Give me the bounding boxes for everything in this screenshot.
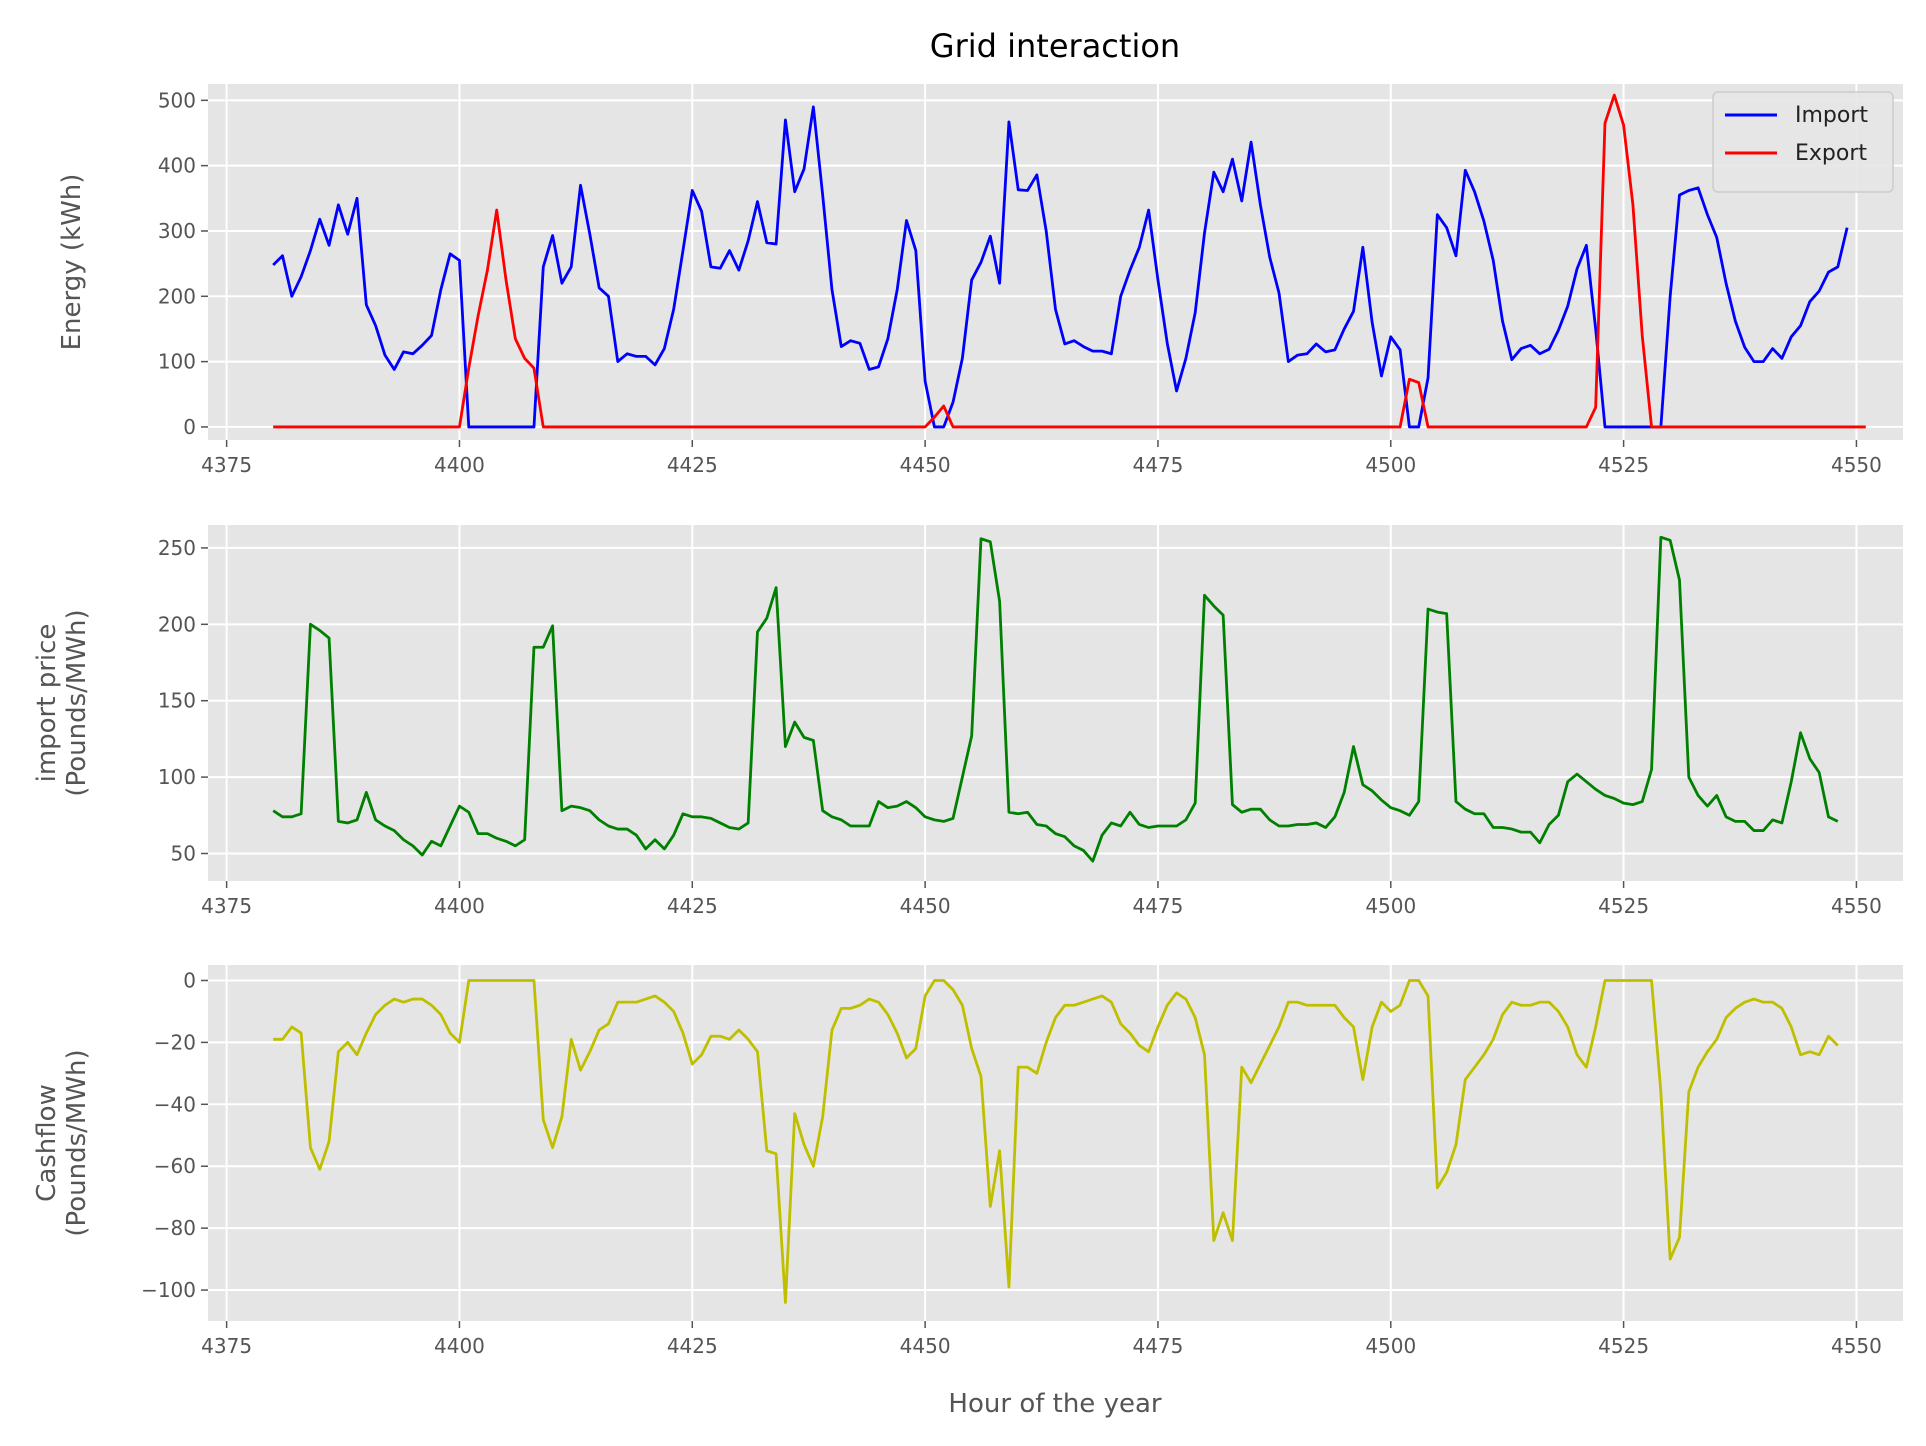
y-axis-label: Energy (kWh) <box>57 174 87 351</box>
y-tick-label: −60 <box>154 1154 196 1178</box>
figure-title: Grid interaction <box>930 27 1180 65</box>
y-tick-label: 100 <box>158 350 196 374</box>
x-tick-label: 4525 <box>1598 1334 1649 1358</box>
y-axis-label-line: Cashflow <box>32 1084 62 1202</box>
y-tick-label: −80 <box>154 1216 196 1240</box>
x-axis-label: Hour of the year <box>948 1389 1161 1419</box>
x-tick-label: 4425 <box>667 453 718 477</box>
series-line-import <box>272 105 1849 429</box>
x-tick-label: 4400 <box>434 1334 485 1358</box>
x-tick-label: 4550 <box>1831 453 1882 477</box>
series-line-panel-2 <box>273 979 1839 1304</box>
panel-cashflow: 4375 4400 4425 4450 4475 4500 4525 4550 0 −20 −40 −… <box>32 965 1903 1358</box>
series-line-export <box>273 93 1866 429</box>
series-line-panel-1 <box>272 535 1839 863</box>
x-tick-label: 4450 <box>900 894 951 918</box>
y-axis-label-line: Energy (kWh) <box>57 174 87 351</box>
y-tick-label: 200 <box>158 284 196 308</box>
y-tick-label: 0 <box>183 415 196 439</box>
y-tick-label: 0 <box>183 968 196 992</box>
x-tick-label: 4375 <box>201 894 252 918</box>
y-axis-label: Cashflow(Pounds/MWh) <box>32 1049 92 1236</box>
x-tick-label: 4400 <box>434 453 485 477</box>
y-tick-label: 200 <box>158 612 196 636</box>
x-tick-label: 4425 <box>667 894 718 918</box>
x-tick-label: 4500 <box>1365 1334 1416 1358</box>
x-tick-label: 4500 <box>1365 894 1416 918</box>
x-tick-label: 4375 <box>201 453 252 477</box>
legend-label: Export <box>1795 141 1867 166</box>
y-axis-label-line: import price <box>32 624 62 783</box>
plot-area <box>208 525 1903 881</box>
y-tick-label: −40 <box>154 1092 196 1116</box>
y-tick-label: 100 <box>158 765 196 789</box>
plot-area <box>208 84 1903 440</box>
y-tick-label: 250 <box>158 536 196 560</box>
legend-box <box>1712 91 1894 193</box>
legend-label: Import <box>1795 103 1868 128</box>
legend: Import Export <box>1712 91 1894 193</box>
panel-import-price: 4375 4400 4425 4450 4475 4500 4525 4550 50 100 150… <box>32 525 1903 918</box>
plot-area <box>208 965 1903 1321</box>
x-tick-label: 4525 <box>1598 453 1649 477</box>
x-tick-label: 4550 <box>1831 894 1882 918</box>
y-tick-label: 150 <box>158 689 196 713</box>
x-tick-label: 4475 <box>1132 894 1183 918</box>
x-tick-label: 4450 <box>900 453 951 477</box>
y-tick-label: 400 <box>158 154 196 178</box>
x-tick-label: 4375 <box>201 1334 252 1358</box>
y-tick-label: −100 <box>141 1278 196 1302</box>
x-tick-label: 4475 <box>1132 453 1183 477</box>
x-tick-label: 4500 <box>1365 453 1416 477</box>
y-tick-label: 50 <box>171 841 196 865</box>
panel-energy: 4375 4400 4425 4450 4475 4500 4525 4550 0 100 200 3… <box>57 84 1903 477</box>
y-axis-label-line: (Pounds/MWh) <box>62 1049 92 1236</box>
x-tick-label: 4450 <box>900 1334 951 1358</box>
y-tick-label: 300 <box>158 219 196 243</box>
x-tick-label: 4475 <box>1132 1334 1183 1358</box>
y-axis-label-line: (Pounds/MWh) <box>62 609 92 796</box>
x-tick-label: 4525 <box>1598 894 1649 918</box>
x-tick-label: 4400 <box>434 894 485 918</box>
x-tick-label: 4425 <box>667 1334 718 1358</box>
y-tick-label: −20 <box>154 1030 196 1054</box>
y-tick-label: 500 <box>158 88 196 112</box>
y-axis-label: import price(Pounds/MWh) <box>32 609 92 796</box>
x-tick-label: 4550 <box>1831 1334 1882 1358</box>
